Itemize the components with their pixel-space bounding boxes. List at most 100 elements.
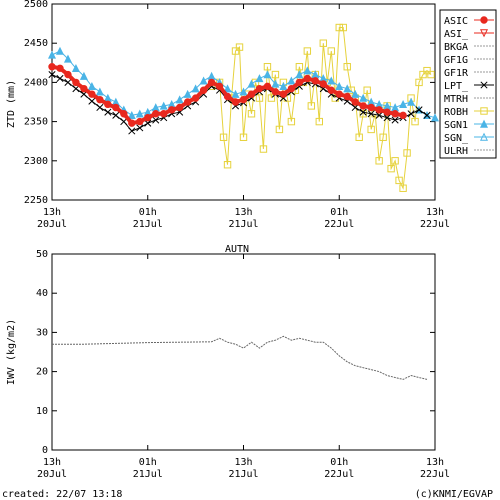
data-point-asic	[279, 90, 288, 98]
data-point-sgn1	[399, 100, 408, 109]
data-point-lpt	[136, 124, 144, 132]
legend-swatch-marker	[479, 132, 489, 141]
legend-label: SGN1	[444, 120, 468, 131]
data-point-lpt	[88, 97, 96, 105]
data-point-sgn1	[263, 70, 272, 79]
data-point-robh	[327, 47, 335, 55]
data-point-robh	[367, 125, 375, 134]
data-point-robh	[271, 70, 280, 79]
data-point-robh	[259, 145, 268, 153]
y-tick-label: 2400	[24, 77, 48, 88]
data-point-asic	[72, 78, 80, 87]
data-point-asic	[239, 95, 248, 104]
data-point-sgn1	[159, 101, 168, 110]
data-point-robh	[315, 117, 324, 126]
data-point-asic	[144, 113, 152, 122]
data-point-asic	[271, 88, 280, 96]
data-point-lpt	[359, 108, 367, 116]
data-point-asic	[96, 95, 104, 104]
data-point-asic	[367, 103, 375, 112]
iwv-chart-title: AUTN	[225, 244, 249, 255]
data-point-sgn1	[63, 54, 72, 63]
data-point-asic	[391, 110, 399, 118]
data-point-sgn1	[239, 87, 248, 96]
x-tick-label-time: 13h	[234, 457, 252, 468]
data-point-asic	[383, 108, 391, 116]
data-point-lpt	[152, 116, 160, 124]
data-point-asic	[399, 111, 407, 120]
data-point-robh	[303, 47, 312, 55]
data-point-lpt	[144, 119, 152, 127]
x-tick-label-date: 21Jul	[133, 219, 163, 230]
data-point-asic	[167, 106, 176, 114]
data-point-lpt	[120, 118, 128, 126]
data-point-asic	[303, 74, 312, 83]
x-tick-label-time: 01h	[330, 457, 348, 468]
data-point-asic	[255, 84, 264, 93]
data-point-asic	[183, 98, 192, 106]
data-point-asic	[215, 82, 224, 91]
x-tick-label-time: 13h	[234, 207, 252, 218]
y-tick-label: 20	[36, 367, 48, 378]
y-tick-label: 2300	[24, 156, 48, 167]
data-point-robh	[423, 66, 431, 75]
data-point-lpt	[104, 108, 112, 116]
data-point-asic	[120, 110, 128, 118]
data-point-asic	[175, 103, 184, 112]
data-point-sgn1	[407, 97, 416, 106]
legend-label: SGN_	[444, 133, 469, 144]
x-tick-label-date: 20Jul	[37, 469, 67, 480]
y-tick-label: 30	[36, 327, 48, 338]
y-tick-label: 2450	[24, 38, 48, 49]
credit-text: (c)KNMI/EGVAP	[415, 489, 493, 500]
data-point-sgn1	[71, 63, 80, 72]
data-point-robh	[319, 39, 327, 47]
data-point-robh	[379, 133, 387, 141]
data-point-robh	[391, 157, 399, 165]
data-point-asic	[319, 80, 327, 88]
data-point-sgn1	[255, 74, 264, 83]
data-point-asic	[311, 77, 320, 85]
iwv-y-ticks: 0 10 20 30 40 50	[36, 249, 435, 456]
series-line-lpt	[51, 74, 428, 132]
data-point-asic	[263, 82, 272, 91]
ztd-y-ticks: 2250 2300 2350 2400 2450 2500	[24, 0, 435, 206]
legend-label: GF1G	[444, 55, 468, 66]
data-point-sgn1	[95, 87, 104, 96]
data-point-robh	[403, 149, 411, 157]
x-tick-label-date: 22Jul	[420, 469, 450, 480]
data-point-robh	[343, 63, 351, 71]
data-point-asic	[359, 102, 367, 110]
data-point-robh	[359, 110, 367, 118]
data-point-robh	[219, 133, 228, 141]
x-tick-label-date: 22Jul	[324, 219, 354, 230]
data-point-lpt	[375, 111, 383, 119]
data-point-asic	[247, 90, 256, 98]
y-tick-label: 40	[36, 288, 48, 299]
data-point-asic	[351, 98, 359, 106]
iwv-plot-frame	[51, 253, 436, 451]
x-tick-label-date: 21Jul	[228, 469, 258, 480]
legend-swatch-marker	[480, 107, 488, 115]
data-point-lpt	[423, 111, 431, 119]
data-point-lpt	[415, 106, 423, 114]
series-line-iwv	[52, 335, 428, 380]
data-point-sgn1	[47, 50, 57, 59]
data-point-asic	[80, 84, 88, 93]
data-point-sgn1	[295, 70, 304, 79]
data-point-asic	[112, 103, 120, 112]
data-point-sgn1	[183, 89, 192, 98]
data-point-lpt	[407, 110, 415, 118]
data-point-robh	[363, 86, 371, 94]
series-line-robh	[211, 27, 432, 190]
data-point-sgn1	[191, 84, 200, 93]
x-tick-label-date: 21Jul	[133, 469, 163, 480]
x-tick-label-time: 13h	[426, 207, 444, 218]
data-point-asic	[207, 78, 216, 87]
data-point-asic	[104, 100, 112, 109]
x-tick-label-date: 21Jul	[228, 219, 258, 230]
